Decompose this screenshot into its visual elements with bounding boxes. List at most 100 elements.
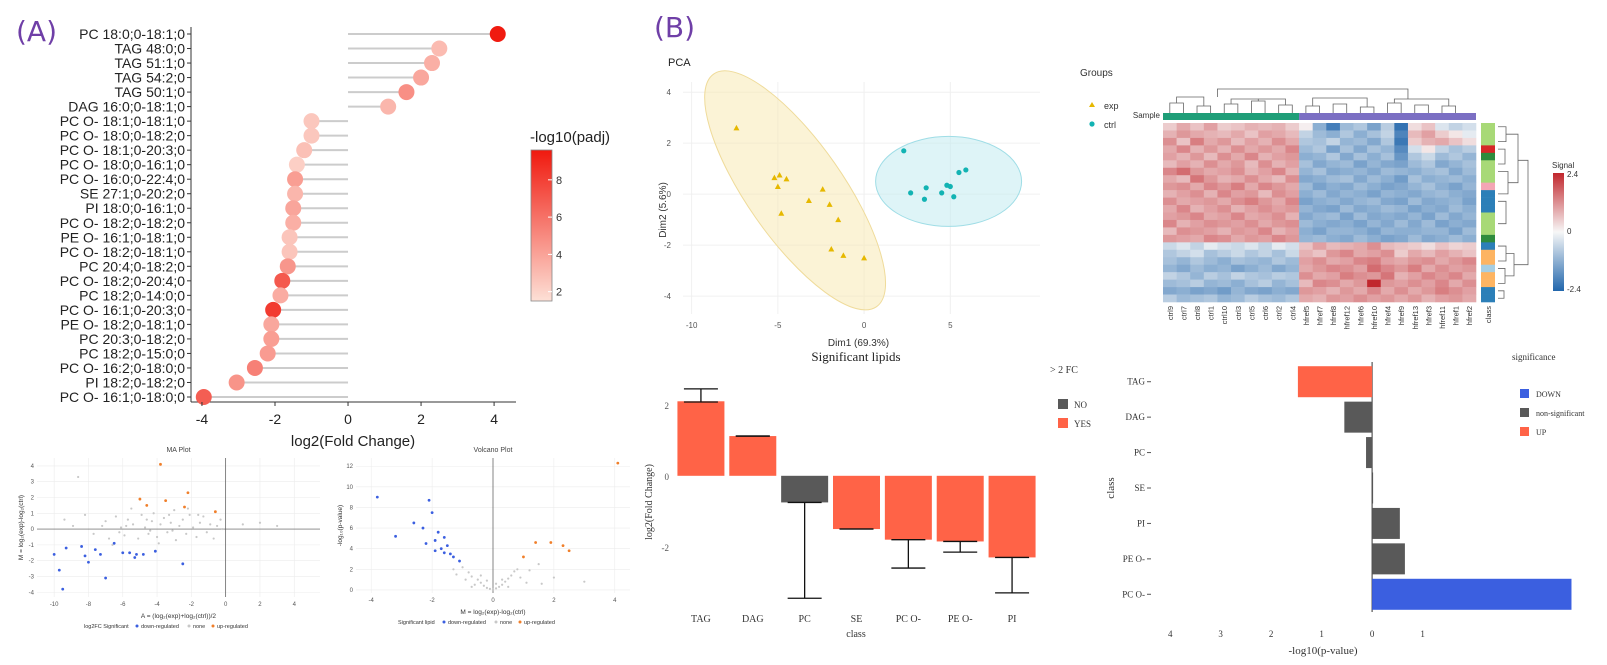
category-label: PC 20:4;0-18:2;0 (79, 258, 185, 274)
heatmap-cell (1448, 175, 1463, 183)
heatmap-cell (1367, 227, 1382, 236)
heatmap-cell (1367, 137, 1382, 146)
heatmap-cell (1462, 264, 1477, 273)
y-tick-label: -3 (29, 574, 35, 580)
heatmap-cell (1312, 152, 1327, 161)
point-none (473, 583, 476, 586)
point-none (221, 527, 224, 531)
legend-swatch (494, 620, 498, 624)
heatmap-cell (1271, 175, 1286, 183)
point-down-regulated (87, 560, 90, 564)
heatmap-cell (1258, 272, 1273, 280)
panel-label-b: (B) (654, 11, 695, 44)
point-exp (861, 254, 868, 261)
ctrl-ellipse (875, 135, 1023, 227)
heatmap-cell (1367, 279, 1382, 288)
category-label: SE 27:1;0-20:2;0 (80, 186, 185, 202)
heatmap-cell (1353, 190, 1368, 198)
point-none (461, 566, 464, 569)
heatmap-cell (1217, 264, 1232, 273)
lollipop-point (285, 214, 302, 231)
heatmap-cell (1190, 123, 1205, 131)
heatmap-cell (1312, 190, 1327, 198)
dendrogram-branch (1223, 103, 1239, 113)
lollipop-point (288, 156, 305, 173)
category-label: TAG 54:2;0 (114, 70, 185, 86)
heatmap-cell (1435, 287, 1450, 295)
heatmap-cell (1462, 249, 1477, 258)
column-label: hfref2 (1465, 306, 1474, 325)
heatmap-cell (1448, 272, 1463, 280)
heatmap-cell (1353, 167, 1368, 176)
y-axis-title: class (1105, 477, 1117, 498)
heatmap-cell (1163, 167, 1177, 176)
heatmap-cell (1435, 219, 1450, 228)
heatmap-cell (1407, 182, 1422, 191)
heatmap-cell (1176, 160, 1191, 169)
heatmap-cell (1312, 160, 1327, 169)
legend-label: non-significant (1536, 409, 1585, 418)
y-axis-title: M = log₂(exp)-log₂(ctrl) (18, 495, 25, 560)
column-label: hfref10 (1370, 306, 1379, 329)
heatmap-cell (1231, 242, 1245, 251)
point-none (119, 526, 123, 529)
point-none (191, 526, 195, 529)
heatmap-cell (1163, 175, 1177, 183)
lollipop-point (228, 374, 245, 391)
point-none (525, 581, 528, 584)
y-axis-title: -log₁₀(p-value) (337, 505, 344, 546)
heatmap-cell (1367, 257, 1382, 266)
category-label: PC O- 18:2;0-18:1;0 (60, 244, 186, 260)
heatmap-cell (1258, 219, 1273, 228)
heatmap-cell (1353, 123, 1368, 131)
heatmap-cell (1217, 287, 1232, 295)
heatmap-cell (1339, 287, 1354, 295)
heatmap-chart: Sample ctrl9 ctrl7 ctrl8 ctrl1 ctrl10 ctrl3 ctr… (1133, 88, 1581, 329)
heatmap-cell (1448, 294, 1463, 303)
heatmap-cell (1231, 272, 1245, 280)
x-tick-label: TAG (691, 614, 711, 625)
heatmap-cell (1462, 167, 1477, 176)
dendrogram-branch (1176, 96, 1205, 106)
heatmap-cell (1217, 205, 1232, 213)
heatmap-cell (1285, 197, 1300, 206)
heatmap-cell (1312, 130, 1327, 139)
heatmap-cell (1339, 257, 1354, 266)
heatmap-cell (1285, 287, 1300, 295)
x-tick-label: -2 (189, 602, 195, 608)
heatmap-cell (1285, 137, 1300, 146)
heatmap-cell (1339, 123, 1354, 131)
column-label: ctrl1 (1207, 306, 1216, 320)
heatmap-cell (1448, 190, 1463, 198)
heatmap-cell (1367, 152, 1382, 161)
heatmap-cell (1353, 219, 1368, 228)
y-axis-title: log2(Fold Change) (644, 464, 655, 540)
heatmap-cell (1339, 182, 1354, 191)
x-tick-label: SE (851, 614, 863, 625)
heatmap-cell (1435, 272, 1450, 280)
heatmap-cell (1231, 205, 1245, 213)
heatmap-cell (1176, 205, 1191, 213)
x-axis-title: M = log₂(exp)-log₂(ctrl) (460, 609, 525, 616)
exp-ellipse (704, 70, 887, 311)
heatmap-cell (1271, 219, 1286, 228)
dendrogram-branch (1332, 103, 1348, 113)
class-annotation-cell (1481, 123, 1495, 131)
heatmap-cell (1231, 137, 1245, 146)
heatmap-cell (1421, 287, 1436, 295)
heatmap-cell (1176, 294, 1191, 303)
point-none (107, 537, 111, 540)
x-tick-label: PC O- (896, 614, 921, 625)
bar (1372, 507, 1400, 539)
heatmap-cell (1299, 287, 1313, 295)
y-axis-title: Dim2 (5.6%) (658, 182, 669, 238)
x-tick-label: -4 (196, 411, 209, 427)
heatmap-cell (1326, 264, 1341, 273)
y-tick-label: -1 (29, 543, 35, 549)
plot-title: PCA (668, 57, 691, 69)
point-none (166, 531, 169, 534)
heatmap-cell (1312, 212, 1327, 221)
heatmap-cell (1394, 190, 1409, 198)
point-none (476, 578, 479, 581)
heatmap-cell (1326, 212, 1341, 221)
